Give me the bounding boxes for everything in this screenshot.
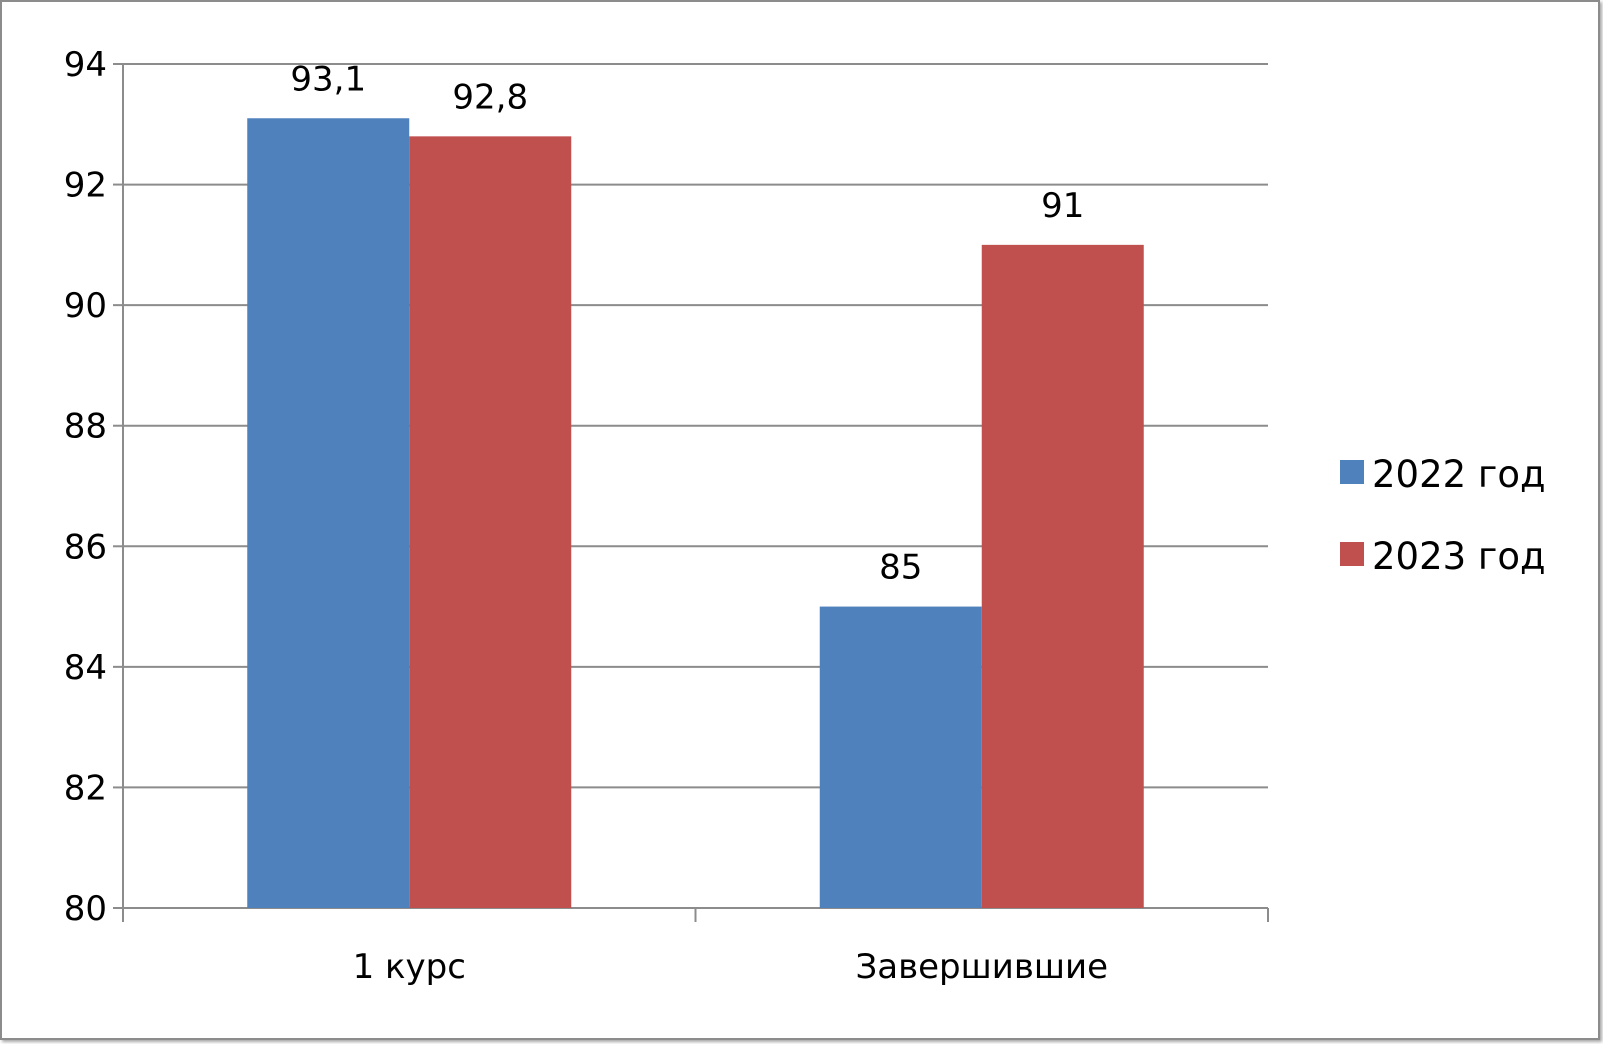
data-labels: 93,1 92,8 85 91 (290, 59, 1084, 587)
bar (247, 118, 410, 908)
data-label: 91 (1041, 186, 1084, 226)
y-tick-label: 92 (64, 166, 107, 206)
y-tick-label: 88 (64, 407, 107, 447)
data-label: 85 (879, 548, 922, 588)
legend: 2022 год 2023 год (1340, 453, 1546, 578)
legend-entry: 2023 год (1372, 535, 1546, 578)
y-tick-label: 86 (64, 527, 107, 567)
x-category-label: Завершившие (855, 947, 1108, 987)
legend-swatch (1340, 542, 1364, 566)
bar (819, 606, 982, 908)
y-tick-label: 80 (64, 889, 107, 929)
y-tick-label: 94 (64, 45, 107, 85)
y-tick-label: 82 (64, 768, 107, 808)
bars (247, 118, 1144, 909)
x-category-label: 1 курс (353, 947, 466, 987)
data-label: 92,8 (452, 77, 528, 117)
axes: 80 82 84 86 88 90 92 94 1 курс Завершившие (64, 45, 1269, 987)
bar (981, 244, 1144, 908)
data-label: 93,1 (290, 59, 366, 99)
bar (409, 136, 572, 909)
y-tick-label: 90 (64, 286, 107, 326)
y-tick-label: 84 (64, 648, 107, 688)
legend-entry: 2022 год (1372, 453, 1546, 496)
legend-swatch (1340, 460, 1364, 484)
